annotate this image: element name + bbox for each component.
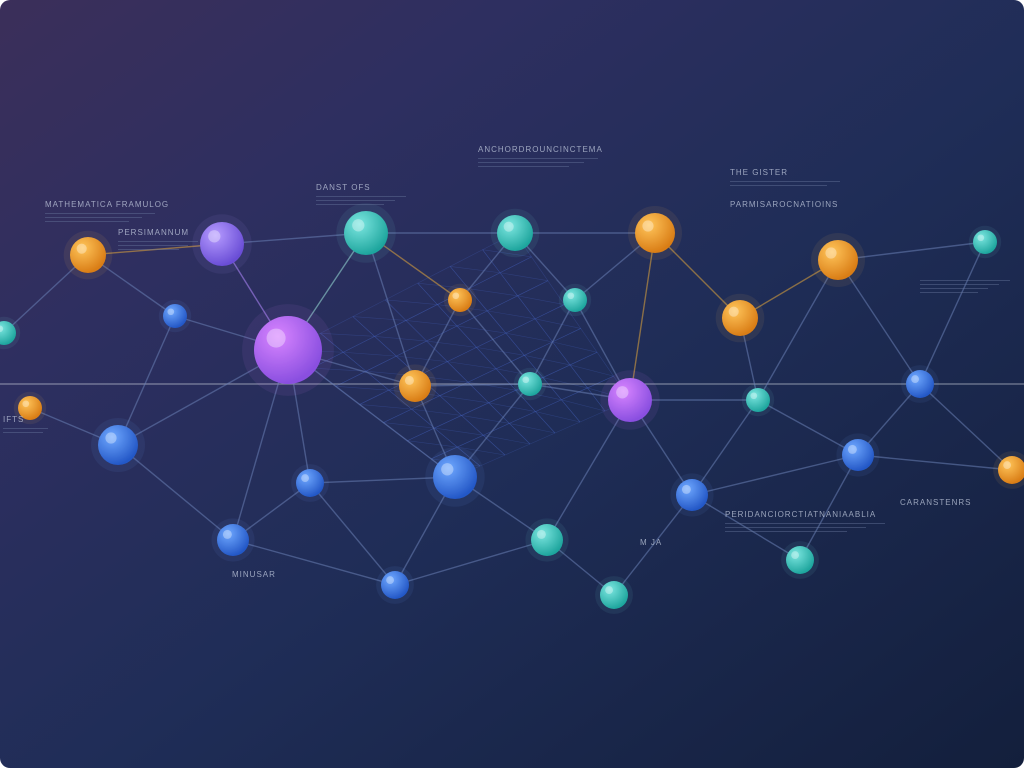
node <box>608 378 652 422</box>
node <box>18 396 42 420</box>
node <box>518 372 542 396</box>
node <box>842 439 874 471</box>
node <box>786 546 814 574</box>
node <box>296 469 324 497</box>
node <box>746 388 770 412</box>
node <box>433 455 477 499</box>
node <box>254 316 322 384</box>
node <box>563 288 587 312</box>
node <box>531 524 563 556</box>
node <box>600 581 628 609</box>
node <box>448 288 472 312</box>
node <box>70 237 106 273</box>
node <box>722 300 758 336</box>
node <box>98 425 138 465</box>
network-svg <box>0 0 1024 768</box>
node <box>676 479 708 511</box>
node <box>344 211 388 255</box>
node <box>399 370 431 402</box>
node <box>818 240 858 280</box>
node <box>381 571 409 599</box>
node <box>497 215 533 251</box>
network-diagram: MATHEMATICA FRAMULOGPERSIMANNUMDANST OFS… <box>0 0 1024 768</box>
node <box>217 524 249 556</box>
node <box>635 213 675 253</box>
node <box>163 304 187 328</box>
node <box>973 230 997 254</box>
node <box>906 370 934 398</box>
node <box>200 222 244 266</box>
